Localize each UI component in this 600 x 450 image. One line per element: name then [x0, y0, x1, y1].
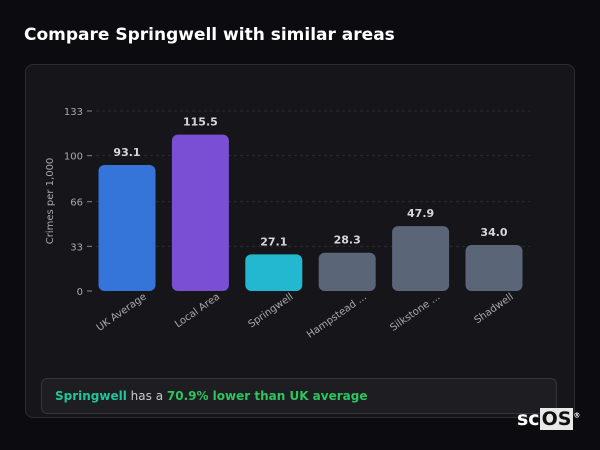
page-title: Compare Springwell with similar areas: [24, 25, 395, 45]
comparison-callout: Springwell has a 70.9% lower than UK ave…: [41, 378, 557, 414]
scos-logo: sc OS ®: [517, 408, 581, 430]
x-tick-label: Hampstead ...: [305, 291, 369, 340]
bar: [465, 244, 523, 291]
callout-text: has a: [126, 389, 167, 403]
y-axis-label: Crimes per 1,000: [45, 158, 56, 245]
callout-highlight: 70.9% lower than UK average: [166, 389, 368, 403]
y-tick-label: 100: [64, 152, 83, 163]
y-tick-label: 0: [77, 287, 83, 298]
value-label: 28.3: [334, 234, 361, 247]
callout-area: Springwell: [55, 389, 127, 403]
value-label: 115.5: [183, 116, 218, 129]
x-tick-label: Springwell: [246, 291, 295, 330]
value-label: 47.9: [407, 207, 434, 220]
x-tick-label: UK Average: [95, 291, 149, 333]
y-tick-label: 33: [70, 242, 83, 253]
value-label: 93.1: [113, 146, 140, 159]
bar: [171, 134, 229, 291]
bar: [98, 165, 156, 291]
value-label: 27.1: [260, 235, 287, 248]
y-tick-label: 66: [70, 198, 83, 209]
bar: [318, 252, 376, 291]
x-tick-label: Shadwell: [472, 291, 515, 326]
y-tick-label: 133: [64, 107, 83, 118]
bar: [245, 254, 303, 291]
bar: [392, 226, 450, 291]
value-label: 34.0: [480, 226, 507, 239]
x-tick-label: Silkstone ...: [388, 291, 442, 333]
x-tick-label: Local Area: [173, 291, 222, 330]
